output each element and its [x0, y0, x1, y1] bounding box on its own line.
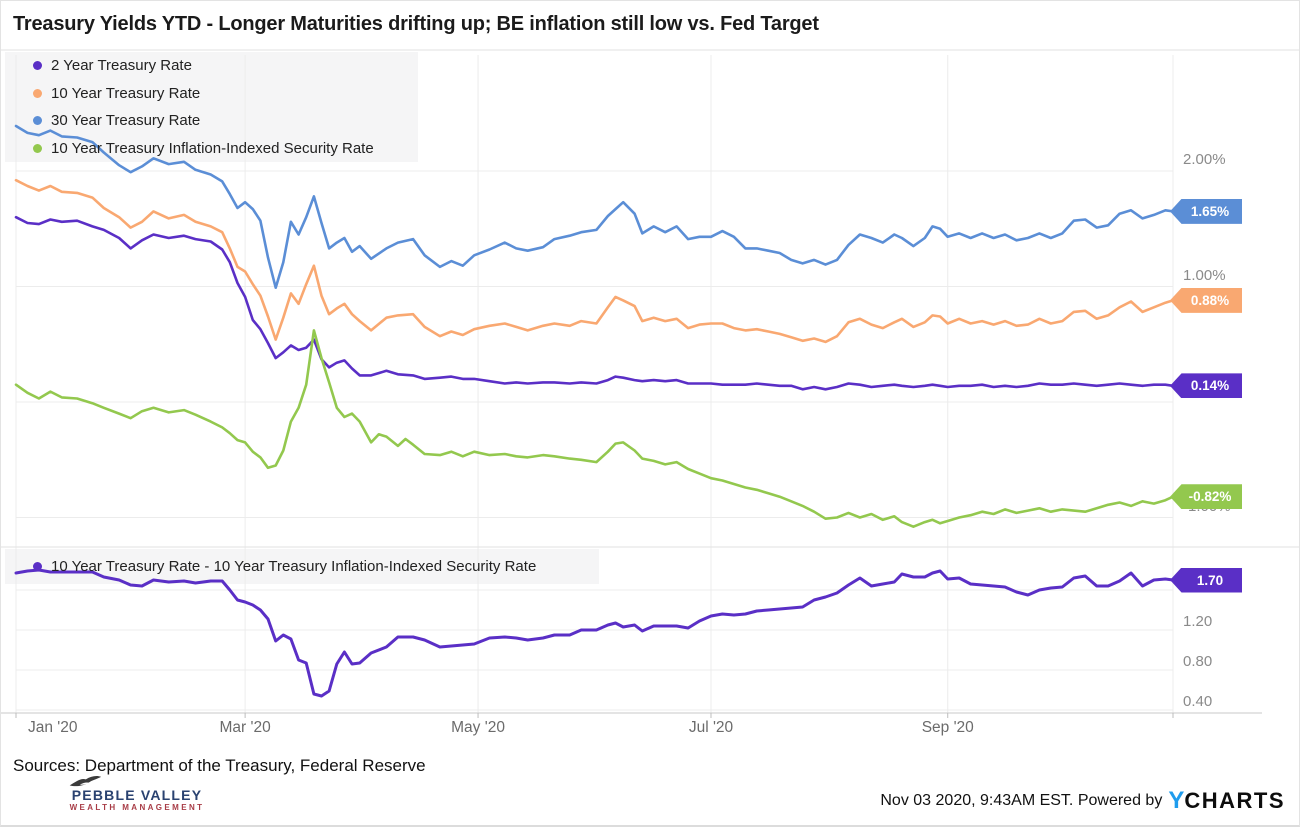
legend-label: 10 Year Treasury Inflation-Indexed Secur…	[51, 139, 374, 157]
sources-note: Sources: Department of the Treasury, Fed…	[13, 756, 426, 775]
legend-item: 30 Year Treasury Rate	[5, 112, 418, 129]
ycharts-logo-charts: CHARTS	[1184, 788, 1285, 813]
series-line	[14, 124, 1175, 290]
legend-dot-icon	[33, 116, 42, 126]
y-axis-label: 1.00%	[1183, 266, 1226, 284]
legend-label: 10 Year Treasury Rate - 10 Year Treasury…	[51, 558, 537, 575]
legend-label: 2 Year Treasury Rate	[51, 57, 192, 75]
x-axis-label: Sep '20	[921, 719, 974, 736]
series-line	[14, 329, 1175, 529]
series-end-value-badge: 1.65%	[1170, 198, 1242, 224]
series-end-value-badge: 0.14%	[1170, 373, 1242, 399]
legend-main: 2 Year Treasury Rate 10 Year Treasury Rat…	[5, 52, 418, 162]
legend-lower: 10 Year Treasury Rate - 10 Year Treasury…	[5, 549, 599, 584]
eagle-icon	[69, 775, 102, 787]
series-line	[14, 215, 1175, 391]
pebble-valley-logo: PEBBLE VALLEY WEALTH MANAGEMENT	[62, 775, 212, 813]
ycharts-logo-y: Y	[1168, 787, 1185, 814]
y-axis-label: 1.20	[1183, 613, 1213, 630]
legend-item: 10 Year Treasury Rate - 10 Year Treasury…	[5, 558, 599, 575]
page-title: Treasury Yields YTD - Longer Maturities …	[13, 13, 819, 35]
legend-dot-icon	[33, 88, 42, 98]
series-end-value-badge: 0.88%	[1170, 287, 1242, 313]
brand-name: PEBBLE VALLEY	[71, 787, 203, 803]
legend-item: 2 Year Treasury Rate	[5, 57, 418, 74]
legend-label: 30 Year Treasury Rate	[51, 112, 201, 130]
timestamp: Nov 03 2020, 9:43AM EST. Powered by	[880, 792, 1163, 809]
series-end-value-badge: -0.82%	[1170, 484, 1242, 510]
x-axis-label: Mar '20	[219, 719, 271, 736]
series-line	[14, 178, 1175, 344]
legend-item: 10 Year Treasury Inflation-Indexed Secur…	[5, 140, 418, 157]
y-axis-label: 0.80	[1183, 653, 1213, 670]
legend-dot-icon	[33, 562, 42, 571]
legend-dot-icon	[33, 61, 42, 71]
ycharts-logo: YCHARTS	[1168, 787, 1285, 815]
timestamp-row: Nov 03 2020, 9:43AM EST. Powered by YCHA…	[880, 787, 1285, 815]
x-axis-label: Jul '20	[688, 719, 734, 736]
brand-tagline: WEALTH MANAGEMENT	[69, 803, 205, 812]
legend-main-background	[5, 52, 418, 162]
series-line	[14, 568, 1175, 698]
y-axis-label: 0.40	[1183, 693, 1213, 710]
y-axis-label: 2.00%	[1183, 151, 1226, 168]
legend-dot-icon	[33, 143, 42, 153]
x-axis-label: Jan '20	[28, 719, 78, 736]
legend-label: 10 Year Treasury Rate	[51, 84, 201, 102]
series-end-value-badge: 1.70	[1170, 567, 1242, 593]
x-axis-label: May '20	[451, 719, 505, 736]
legend-item: 10 Year Treasury Rate	[5, 85, 418, 102]
